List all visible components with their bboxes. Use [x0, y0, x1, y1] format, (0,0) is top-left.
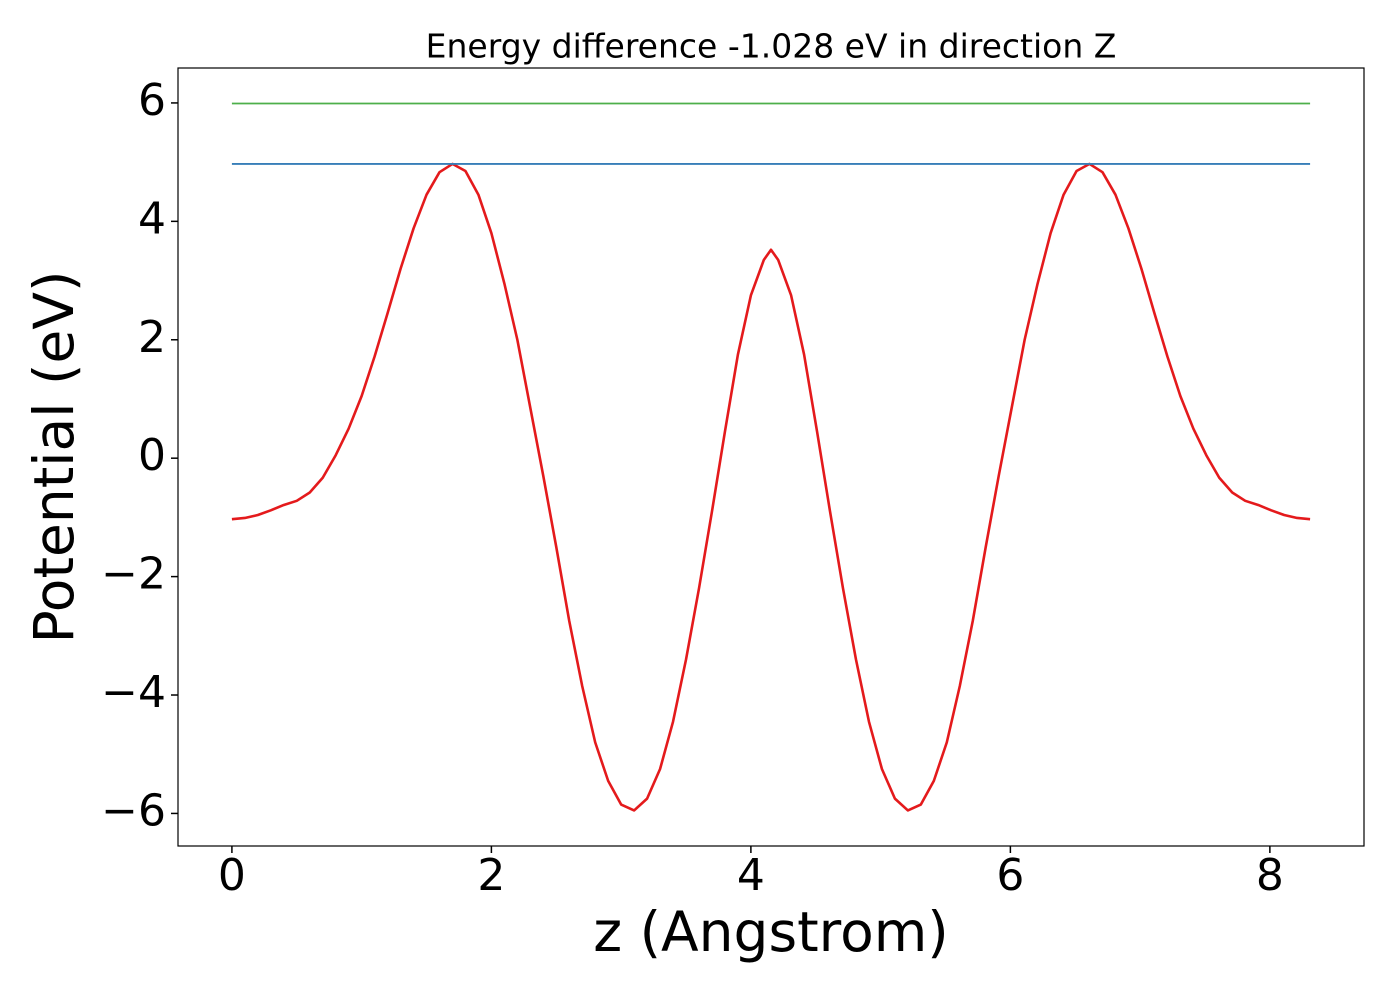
- y-axis-label: Potential (eV): [22, 271, 86, 644]
- y-tick-label: 2: [138, 312, 166, 363]
- x-tick-label: 0: [218, 850, 246, 901]
- y-tick-label: 6: [138, 75, 166, 126]
- x-tick-label: 4: [737, 850, 765, 901]
- x-tick-label: 8: [1256, 850, 1284, 901]
- y-tick-label: −4: [101, 667, 166, 718]
- chart-title: Energy difference -1.028 eV in direction…: [426, 27, 1117, 66]
- series-line: [231, 162, 1311, 812]
- y-tick-label: 4: [138, 193, 166, 244]
- y-tick-label: −2: [101, 549, 166, 600]
- y-tick-label: −6: [101, 785, 166, 836]
- x-tick-label: 2: [477, 850, 505, 901]
- x-tick-label: 6: [996, 850, 1024, 901]
- y-tick-label: 0: [138, 430, 166, 481]
- plot-frame: [177, 67, 1365, 847]
- x-axis-label: z (Angstrom): [593, 900, 949, 964]
